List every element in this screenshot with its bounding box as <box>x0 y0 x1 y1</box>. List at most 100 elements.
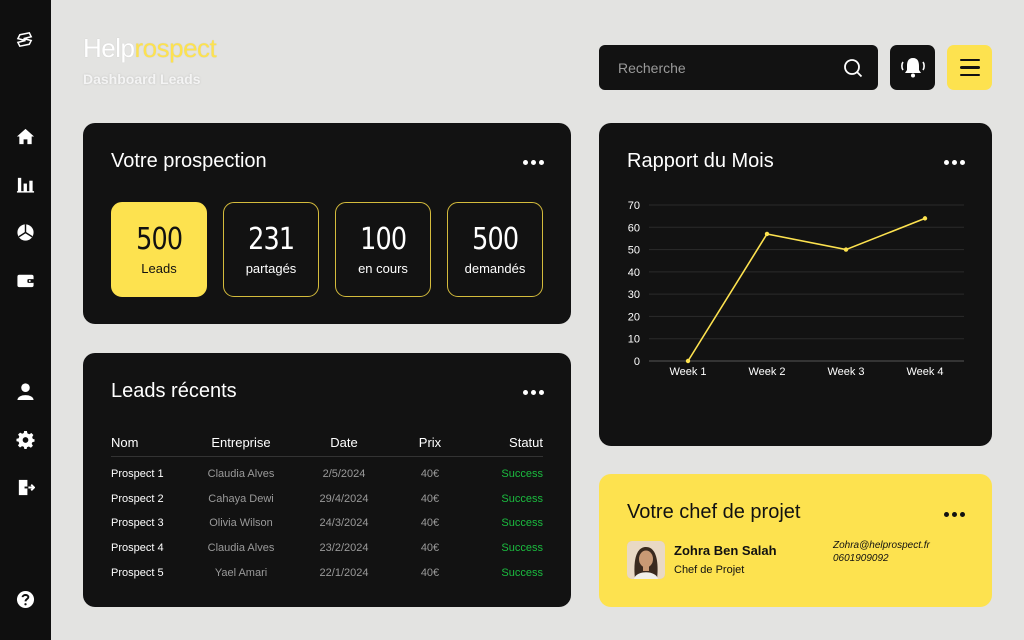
avatar <box>627 541 665 579</box>
x-tick-label: Week 1 <box>669 366 706 378</box>
search-icon[interactable] <box>842 57 864 79</box>
more-options-icon[interactable] <box>523 388 545 396</box>
prospection-title: Votre prospection <box>111 150 267 172</box>
stat-value: 500 <box>135 222 183 257</box>
leads-title: Leads récents <box>111 380 237 402</box>
column-header-entreprise[interactable]: Entreprise <box>211 435 271 450</box>
stat-label: demandés <box>464 261 526 276</box>
cell-prix: 40€ <box>420 468 440 481</box>
y-tick-label: 30 <box>628 289 640 301</box>
data-point[interactable] <box>764 231 770 237</box>
table-row[interactable]: Prospect 4 Claudia Alves 23/2/2024 40€ S… <box>111 536 543 561</box>
table-row[interactable]: Prospect 3 Olivia Wilson 24/3/2024 40€ S… <box>111 511 543 536</box>
column-header-prix[interactable]: Prix <box>418 435 442 450</box>
prospection-card: Votre prospection 500 Leads 231 partagés… <box>83 123 571 324</box>
stat-value: 500 <box>471 222 519 257</box>
cell-prix: 40€ <box>420 542 440 555</box>
cell-entreprise: Cahaya Dewi <box>208 492 274 505</box>
data-point[interactable] <box>685 358 691 364</box>
table-row[interactable]: Prospect 1 Claudia Alves 2/5/2024 40€ Su… <box>111 462 543 487</box>
cell-nom: Prospect 3 <box>111 517 164 530</box>
search-bar <box>599 45 878 90</box>
cell-statut: Success <box>501 542 543 555</box>
menu-icon-line <box>959 66 980 69</box>
column-header-statut[interactable]: Statut <box>509 435 543 450</box>
x-tick-label: Week 2 <box>748 366 785 378</box>
cell-entreprise: Olivia Wilson <box>209 517 273 530</box>
logo-icon[interactable] <box>14 29 37 52</box>
stat-en-cours[interactable]: 100 en cours <box>335 202 431 297</box>
cell-entreprise: Yael Amari <box>214 566 268 579</box>
x-tick-label: Week 3 <box>827 366 864 378</box>
help-icon[interactable] <box>14 588 37 611</box>
cell-statut: Success <box>501 468 543 481</box>
y-tick-label: 70 <box>628 200 640 212</box>
cell-nom: Prospect 2 <box>111 492 164 505</box>
wallet-icon[interactable] <box>14 269 37 292</box>
more-options-icon[interactable] <box>944 510 966 518</box>
cell-statut: Success <box>501 566 543 579</box>
cell-entreprise: Claudia Alves <box>207 542 275 555</box>
notifications-button[interactable] <box>890 45 935 90</box>
more-options-icon[interactable] <box>523 158 545 166</box>
cell-prix: 40€ <box>420 492 440 505</box>
home-icon[interactable] <box>14 125 37 148</box>
rapport-title: Rapport du Mois <box>627 150 774 172</box>
brand-logo-text: Helprospect <box>83 33 217 63</box>
chef-name: Zohra Ben Salah <box>674 543 777 558</box>
pie-chart-icon[interactable] <box>14 221 37 244</box>
line-chart: 0 10 20 30 40 50 60 70 Week 1 Week 2 Week 3 Week 4 <box>628 200 964 378</box>
user-icon[interactable] <box>14 380 37 403</box>
y-tick-label: 40 <box>628 267 640 279</box>
stat-value: 231 <box>247 222 295 257</box>
stat-leads[interactable]: 500 Leads <box>111 202 207 297</box>
column-header-date[interactable]: Date <box>330 435 358 450</box>
chef-phone[interactable]: 0601909092 <box>833 553 889 564</box>
cell-statut: Success <box>501 517 543 530</box>
table-row[interactable]: Prospect 2 Cahaya Dewi 29/4/2024 40€ Suc… <box>111 487 543 512</box>
brand-part-1: Help <box>83 33 135 63</box>
gear-icon[interactable] <box>14 428 37 451</box>
leads-card: Leads récents Nom Entreprise Date Prix S… <box>83 353 571 607</box>
cell-date: 29/4/2024 <box>319 492 369 505</box>
more-options-icon[interactable] <box>944 158 966 166</box>
column-header-nom[interactable]: Nom <box>111 435 139 450</box>
cell-nom: Prospect 5 <box>111 566 164 579</box>
cell-date: 24/3/2024 <box>319 517 369 530</box>
chef-title: Votre chef de projet <box>627 501 801 523</box>
stat-partages[interactable]: 231 partagés <box>223 202 319 297</box>
rapport-card: Rapport du Mois 0 10 20 30 40 50 60 70 Week 1 Wee… <box>599 123 992 446</box>
y-tick-label: 20 <box>628 311 640 323</box>
sidebar <box>0 0 51 640</box>
stat-label: partagés <box>245 261 297 276</box>
leads-table: Nom Entreprise Date Prix Statut Prospect… <box>111 429 543 585</box>
brand-part-2: rospect <box>134 33 217 63</box>
stat-demandes[interactable]: 500 demandés <box>447 202 543 297</box>
cell-nom: Prospect 1 <box>111 468 164 481</box>
cell-prix: 40€ <box>420 517 440 530</box>
cell-prix: 40€ <box>420 566 440 579</box>
table-row[interactable]: Prospect 5 Yael Amari 22/1/2024 40€ Succ… <box>111 560 543 585</box>
y-tick-label: 0 <box>634 356 640 368</box>
table-header: Nom Entreprise Date Prix Statut <box>111 429 543 457</box>
data-point[interactable] <box>922 216 928 221</box>
data-point[interactable] <box>843 247 849 252</box>
brand: Helprospect Dashboard Leads <box>83 33 217 87</box>
menu-button[interactable] <box>947 45 992 90</box>
chef-role: Chef de Projet <box>674 564 745 576</box>
chef-card: Votre chef de projet Zohra Ben Salah Che… <box>599 474 992 607</box>
bar-chart-icon[interactable] <box>14 173 37 196</box>
series-line <box>687 217 926 362</box>
x-tick-label: Week 4 <box>906 366 943 378</box>
cell-date: 23/2/2024 <box>319 542 369 555</box>
cell-entreprise: Claudia Alves <box>207 468 275 481</box>
cell-date: 2/5/2024 <box>322 468 366 481</box>
menu-icon-line <box>959 73 980 77</box>
cell-nom: Prospect 4 <box>111 542 164 555</box>
stat-value: 100 <box>359 222 407 257</box>
chef-email[interactable]: Zohra@helprospect.fr <box>833 540 930 551</box>
search-input[interactable] <box>618 59 842 76</box>
cell-date: 22/1/2024 <box>319 566 369 579</box>
cell-statut: Success <box>501 492 543 505</box>
logout-icon[interactable] <box>14 476 37 499</box>
